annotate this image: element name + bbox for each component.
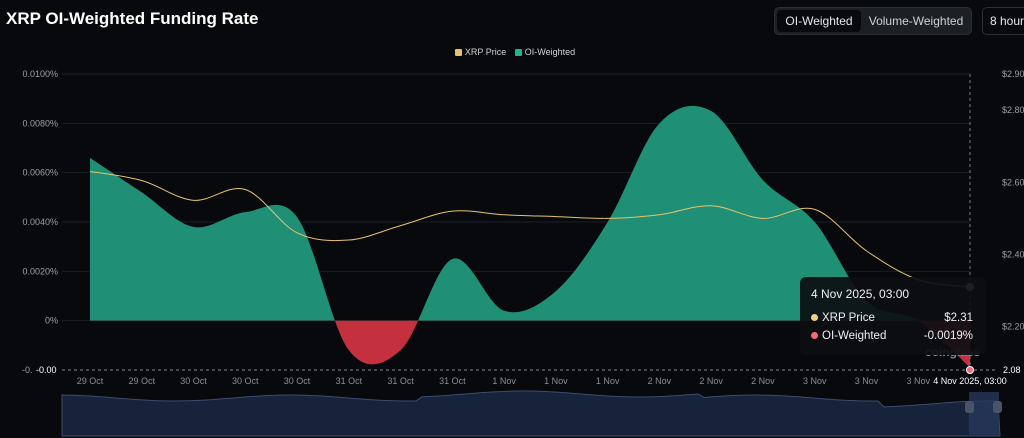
left-crosshair-label: -0.00 <box>36 365 57 375</box>
tooltip-oi-row: OI-Weighted -0.0019% <box>811 330 973 342</box>
x-tick-label: 31 Oct <box>439 376 466 386</box>
navigator-handle[interactable] <box>993 401 1002 413</box>
x-tick-label: 1 Nov <box>596 376 620 386</box>
navigator-selection <box>969 392 999 436</box>
right-tick-label: $2.60 <box>1002 177 1024 187</box>
legend: XRP Price OI-Weighted <box>0 47 1024 57</box>
left-tick-label: 0.0080% <box>22 118 58 128</box>
legend-price[interactable]: XRP Price <box>464 47 507 57</box>
navigator-handle[interactable] <box>965 401 974 413</box>
navigator-area <box>61 390 1001 437</box>
tooltip-price-value: $2.31 <box>944 312 973 324</box>
tooltip-oi-value: -0.0019% <box>923 330 973 342</box>
right-crosshair-label: 2.08 <box>1003 365 1021 375</box>
legend-swatch-price <box>454 49 462 56</box>
x-tick-label: 29 Oct <box>129 376 156 386</box>
toggle-volume-weighted[interactable]: Volume-Weighted <box>868 14 964 28</box>
right-tick-label: $2.80 <box>1002 105 1024 115</box>
x-tick-label: 3 Nov <box>906 376 930 386</box>
x-tick-label: 2 Nov <box>699 376 723 386</box>
x-tick-label: 29 Oct <box>77 376 104 386</box>
oi-marker <box>966 366 974 374</box>
tooltip-oi-label: OI-Weighted <box>822 330 887 342</box>
tooltip-price-label: XRP Price <box>822 312 875 324</box>
tooltip-date: 4 Nov 2025, 03:00 <box>811 287 910 301</box>
price-line <box>89 170 971 288</box>
x-tick-label: 1 Nov <box>544 376 568 386</box>
toggle-oi-weighted[interactable]: OI-Weighted <box>777 10 861 32</box>
left-tick-label: 0.0020% <box>22 266 58 276</box>
tooltip: 4 Nov 2025, 03:00 XRP Price $2.31 OI-Weig… <box>800 277 986 355</box>
left-tick-label: 0% <box>45 316 58 326</box>
legend-oi[interactable]: OI-Weighted <box>524 47 576 57</box>
x-tick-label: 30 Oct <box>232 376 259 386</box>
price-dot-icon <box>811 314 818 321</box>
left-tick-label: 0.0040% <box>22 217 58 227</box>
x-tick-label: 4 Nov 2025, 03:00 <box>933 376 1007 386</box>
tooltip-price-row: XRP Price $2.31 <box>811 312 973 324</box>
x-tick-label: 30 Oct <box>180 376 207 386</box>
left-crosshair-box <box>33 363 60 377</box>
x-tick-label: 1 Nov <box>492 376 516 386</box>
funding-area-positive <box>90 105 919 321</box>
x-tick-label: 31 Oct <box>336 376 363 386</box>
right-tick-label: $2.90 <box>1002 69 1024 79</box>
x-tick-label: 3 Nov <box>803 376 827 386</box>
right-tick-label: $2.40 <box>1002 249 1024 259</box>
x-tick-label: 2 Nov <box>751 376 775 386</box>
weighting-toggle: OI-Weighted Volume-Weighted <box>774 7 972 35</box>
left-tick-label: 0.0100% <box>22 69 58 79</box>
right-tick-label: $2.20 <box>1002 322 1024 332</box>
x-tick-label: 3 Nov <box>855 376 879 386</box>
left-crosshair-prefix: -0. <box>22 365 33 375</box>
x-tick-label: 31 Oct <box>387 376 414 386</box>
left-tick-label: 0.0060% <box>22 168 58 178</box>
x-tick-label: 2 Nov <box>648 376 672 386</box>
page-title: XRP OI-Weighted Funding Rate <box>6 9 259 28</box>
x-tick-label: 30 Oct <box>284 376 311 386</box>
period-select[interactable]: 8 hour <box>982 7 1024 35</box>
legend-swatch-oi <box>514 49 522 56</box>
oi-dot-icon <box>811 332 818 339</box>
